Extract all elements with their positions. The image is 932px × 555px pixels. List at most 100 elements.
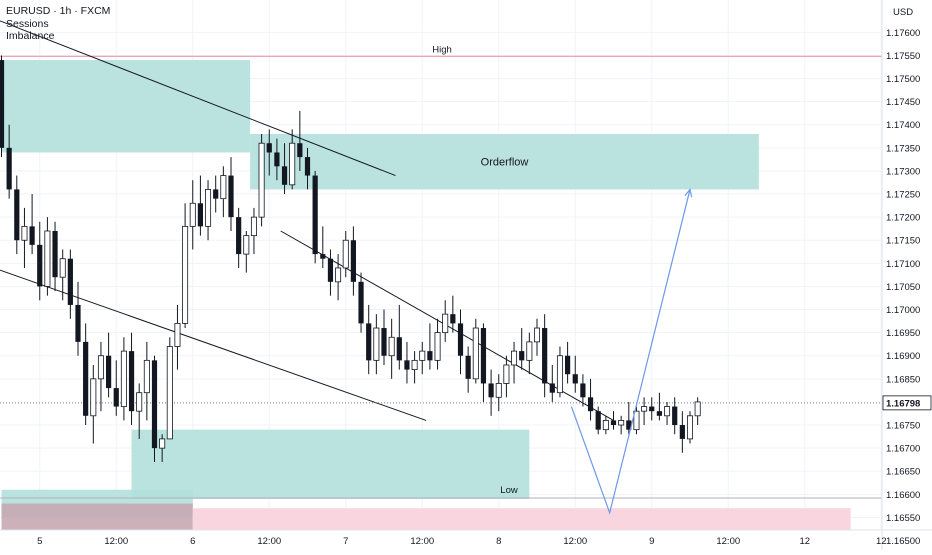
current-price-tag (882, 395, 932, 411)
indicator-sessions[interactable]: Sessions (6, 17, 49, 30)
candle-down (52, 231, 58, 278)
candle-down (274, 152, 280, 167)
pink-zone (192, 508, 851, 530)
y-tick-label: 1.16650 (886, 467, 920, 478)
session-zone (1, 503, 193, 530)
candle (618, 415, 625, 435)
candle (166, 337, 173, 440)
candle (434, 318, 441, 370)
candle (358, 272, 364, 333)
y-tick-label: 1.17200 (886, 213, 920, 224)
candle-up (97, 355, 104, 380)
y-tick-label: 1.17450 (886, 97, 920, 108)
trendline (0, 20, 396, 177)
candle (534, 318, 541, 356)
candle-down (457, 323, 464, 356)
candle-up (434, 332, 441, 361)
candle (602, 415, 609, 435)
y-tick-label: 1.17050 (886, 282, 920, 293)
candle (472, 318, 479, 384)
candle (205, 180, 212, 241)
candle-up (618, 420, 625, 426)
candle-up (120, 350, 127, 407)
candle-up (174, 322, 181, 347)
currency-label: USD (893, 7, 913, 18)
candle-down (83, 341, 89, 416)
candle-down (519, 351, 525, 361)
candle (274, 138, 280, 181)
candle-up (442, 313, 449, 334)
candle-up (495, 383, 502, 398)
candle-down (542, 328, 548, 384)
y-tick-label: 1.16950 (886, 328, 920, 339)
chart-legend: EURUSD · 1h · FXCM Sessions Imbalance (6, 5, 110, 43)
candle (572, 355, 578, 393)
candle-down (327, 258, 334, 282)
candle-down (228, 175, 234, 218)
imbalance-zone (1, 60, 251, 153)
candle-up (159, 438, 166, 449)
candle (465, 346, 471, 393)
x-tick-label: 12:00 (257, 536, 281, 547)
candle-up (534, 327, 541, 343)
indicator-imbalance[interactable]: Imbalance (6, 30, 55, 42)
candle (373, 314, 380, 375)
candle (136, 383, 143, 439)
candle (83, 323, 89, 426)
candle (342, 231, 349, 278)
candle-down (75, 304, 81, 342)
candle-up (44, 230, 51, 287)
candle (128, 332, 135, 426)
y-tick-label: 1.17300 (886, 166, 920, 177)
y-tick-label: 1.16600 (886, 490, 920, 501)
candle (297, 110, 303, 171)
candle (679, 411, 685, 453)
candle-down (350, 240, 356, 282)
candle (304, 147, 311, 190)
y-tick-label: 1.17100 (886, 259, 920, 270)
candle-down (106, 355, 112, 389)
candle-down (450, 314, 456, 324)
y-tick-label: 1.16750 (886, 421, 920, 432)
candle-up (342, 239, 349, 269)
candle-up (602, 420, 609, 431)
candle-up (166, 346, 173, 440)
low-label: Low (500, 485, 518, 496)
candle-down (580, 383, 586, 398)
candle (587, 378, 594, 421)
candle (381, 309, 387, 365)
candle (21, 207, 28, 268)
candle-up (664, 406, 671, 417)
candle (197, 175, 203, 236)
candle (542, 314, 548, 398)
candle (258, 133, 265, 227)
candle (633, 406, 640, 435)
candle-down (37, 244, 43, 287)
candle (419, 341, 426, 375)
candle (236, 207, 242, 268)
candle-down (197, 203, 203, 227)
candle (14, 175, 20, 255)
candle-down (672, 406, 678, 426)
x-tick-label: 5 (37, 536, 42, 547)
x-tick-label: 8 (496, 536, 501, 547)
y-tick-label: 1.16850 (886, 374, 920, 385)
candle (672, 397, 678, 435)
candle-up (526, 341, 533, 361)
candle-down (236, 217, 242, 255)
symbol-label[interactable]: EURUSD · 1h · FXCM (6, 5, 111, 17)
candle (495, 374, 502, 412)
candle (0, 55, 5, 158)
candle-down (565, 355, 571, 375)
y-tick-label: 1.17550 (886, 51, 920, 62)
candle-down (366, 323, 372, 361)
x-tick-label: 12:00 (104, 536, 128, 547)
candle-down (312, 175, 318, 255)
candle-down (656, 411, 662, 416)
candle (526, 332, 533, 375)
candle (411, 351, 418, 384)
candle (67, 249, 73, 319)
candle (75, 281, 81, 356)
